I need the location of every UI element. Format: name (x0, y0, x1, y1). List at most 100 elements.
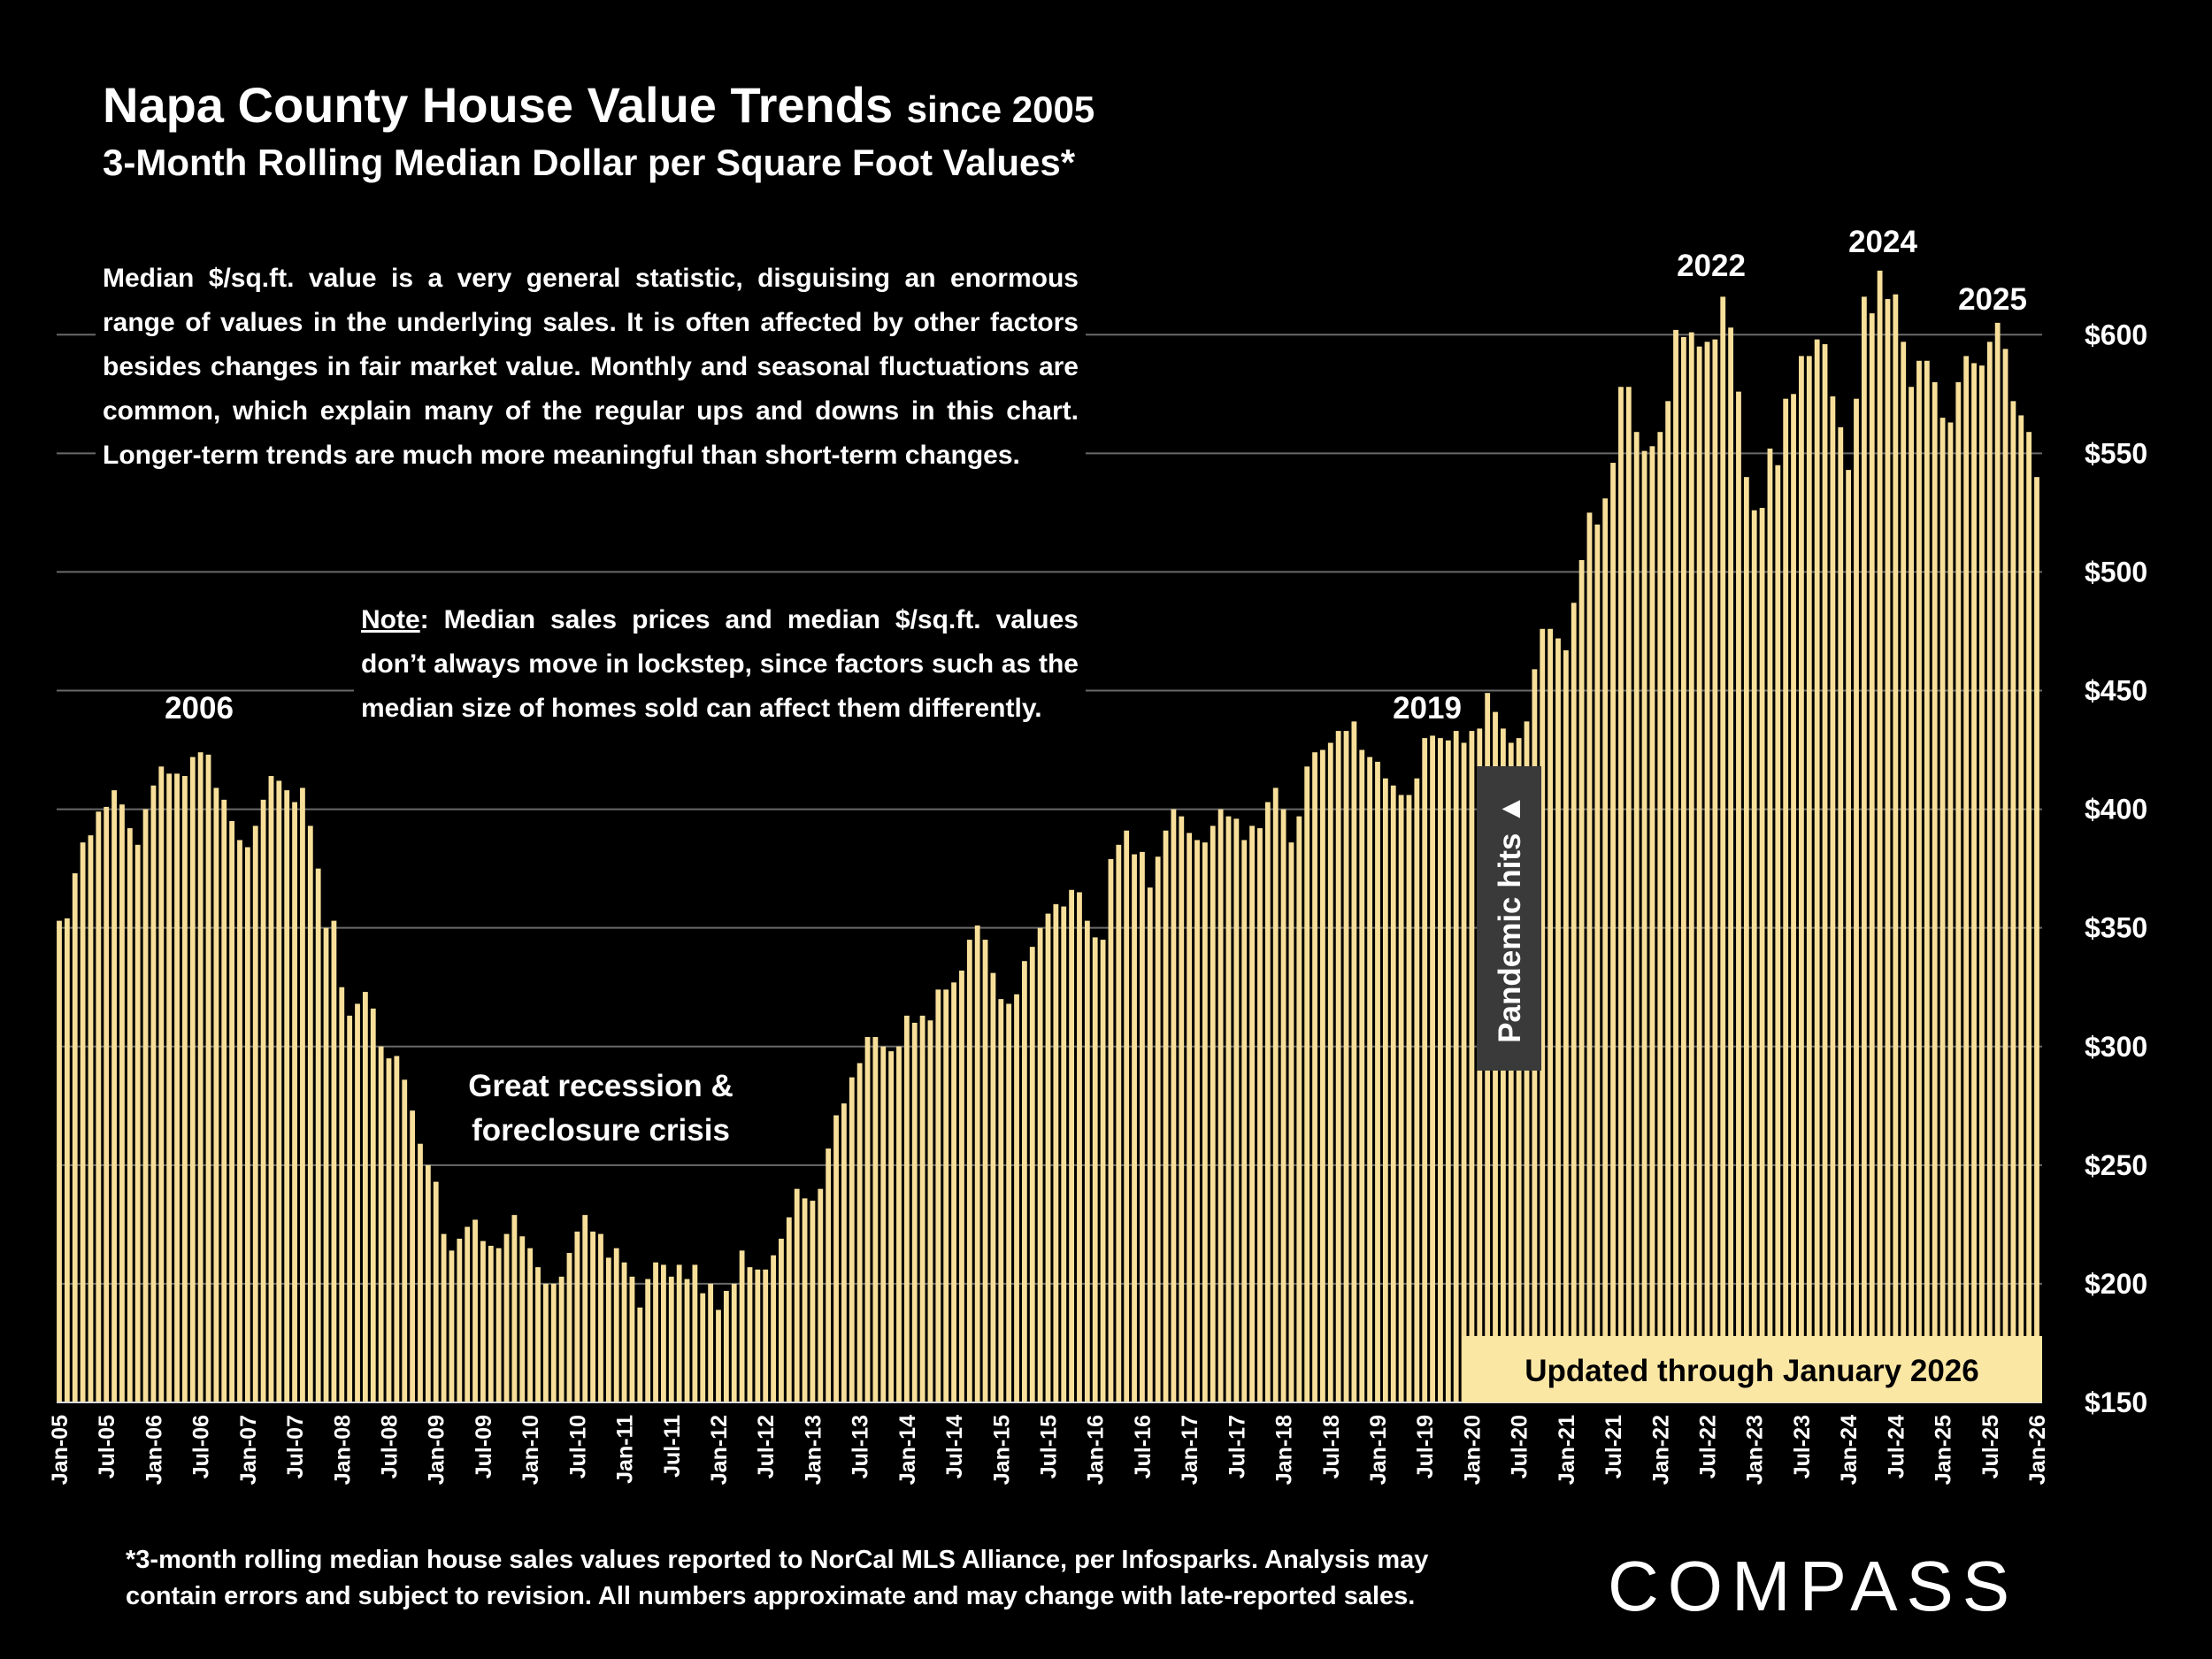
x-tick-label: Jan-26 (2025, 1415, 2050, 1485)
bar (119, 804, 125, 1402)
y-tick-label: $400 (2085, 794, 2147, 826)
bar (1963, 356, 1970, 1402)
bar (1586, 512, 1593, 1402)
bar (668, 1276, 674, 1402)
bar (213, 787, 219, 1402)
bar (2018, 415, 2024, 1403)
x-tick-label: Jul-09 (472, 1415, 496, 1479)
bar (252, 826, 258, 1402)
bar (621, 1262, 627, 1402)
bar (903, 1015, 910, 1402)
bar (1994, 322, 2001, 1402)
bar (574, 1231, 580, 1402)
bar (676, 1264, 682, 1402)
bar (1830, 396, 1836, 1402)
recession-label: foreclosure crisis (472, 1113, 730, 1148)
bar (1163, 830, 1169, 1402)
bar (449, 1250, 455, 1402)
year-label: 2019 (1393, 691, 1462, 726)
bar (158, 766, 165, 1402)
updated-box (1463, 1336, 2042, 1402)
bar (362, 992, 368, 1402)
x-tick-label: Jul-16 (1131, 1415, 1156, 1479)
bar (1736, 391, 1741, 1402)
x-tick-label: Jan-15 (989, 1415, 1014, 1485)
x-tick-label: Jan-08 (330, 1415, 355, 1485)
bar (966, 940, 972, 1402)
bar (1806, 356, 1812, 1402)
bar (1140, 851, 1145, 1402)
bar (394, 1056, 400, 1402)
bar (1688, 332, 1694, 1402)
bar (1367, 757, 1373, 1402)
bar (739, 1250, 745, 1402)
bar (1398, 795, 1404, 1402)
bar (535, 1267, 541, 1402)
bar (495, 1248, 502, 1402)
bar (1116, 844, 1122, 1402)
bar (919, 1015, 926, 1402)
bar (425, 1164, 431, 1402)
x-tick-label: Jan-16 (1084, 1415, 1109, 1485)
bar (1986, 342, 1993, 1403)
bar (1775, 465, 1781, 1402)
intro-paragraph: Median $/sq.ft. value is a very general … (96, 253, 1086, 481)
bar (1846, 470, 1852, 1402)
x-tick-label: Jul-13 (849, 1415, 873, 1479)
bars: Jan-05 Jul-05 Jan-06 Jul-06 Jan-07 Jul-07 Jan-… (48, 270, 2050, 1485)
y-tick-label: $500 (2085, 556, 2147, 588)
bar (1084, 920, 1090, 1402)
bar (1021, 961, 1027, 1402)
bar (80, 842, 86, 1402)
bar (1069, 889, 1075, 1402)
x-tick-label: Jul-05 (95, 1415, 119, 1479)
bar (1728, 327, 1734, 1402)
bar (1602, 498, 1609, 1402)
chart-title: Napa County House Value Trends since 200… (103, 77, 1094, 133)
bar (104, 806, 110, 1402)
bar (229, 821, 235, 1402)
bar (457, 1238, 463, 1402)
bar (700, 1293, 706, 1402)
bar (1014, 994, 1019, 1402)
bar (355, 1003, 360, 1402)
bar (1438, 738, 1443, 1402)
bar (1304, 766, 1310, 1402)
bar (64, 918, 70, 1402)
note-paragraph: Note: Median sales prices and median $/s… (354, 595, 1086, 734)
x-tick-label: Jul-12 (754, 1415, 779, 1479)
bar (1100, 940, 1106, 1402)
bar (410, 1110, 416, 1402)
bar (1461, 742, 1467, 1402)
pandemic-label: Pandemic hits ▲ (1493, 794, 1527, 1043)
x-tick-label: Jul-08 (378, 1415, 403, 1479)
footnote: contain errors and subject to revision. … (126, 1582, 1415, 1610)
bar (315, 868, 321, 1402)
bar (1869, 313, 1875, 1402)
bar (818, 1188, 824, 1402)
bar (692, 1264, 698, 1402)
y-tick-label: $350 (2085, 912, 2147, 944)
bar (57, 920, 62, 1402)
x-tick-label: Jan-23 (1743, 1415, 1768, 1485)
bar (1939, 418, 1946, 1402)
bar (1799, 356, 1804, 1402)
bar (1751, 510, 1757, 1402)
x-tick-label: Jan-14 (895, 1415, 920, 1485)
bar (2002, 349, 2008, 1402)
bar (1814, 339, 1820, 1403)
bar (1217, 809, 1224, 1402)
x-tick-label: Jan-07 (236, 1415, 261, 1485)
x-tick-label: Jan-20 (1460, 1415, 1485, 1485)
bar (441, 1233, 447, 1402)
title-main: Napa County House Value Trends (103, 77, 893, 133)
bar (1202, 842, 1208, 1402)
bar (1264, 802, 1271, 1402)
bar (1061, 906, 1067, 1402)
bar (1743, 477, 1749, 1402)
bar (802, 1198, 808, 1402)
bar (1791, 394, 1796, 1402)
bar (771, 1255, 776, 1402)
bar (182, 776, 188, 1402)
bar (841, 1103, 847, 1402)
